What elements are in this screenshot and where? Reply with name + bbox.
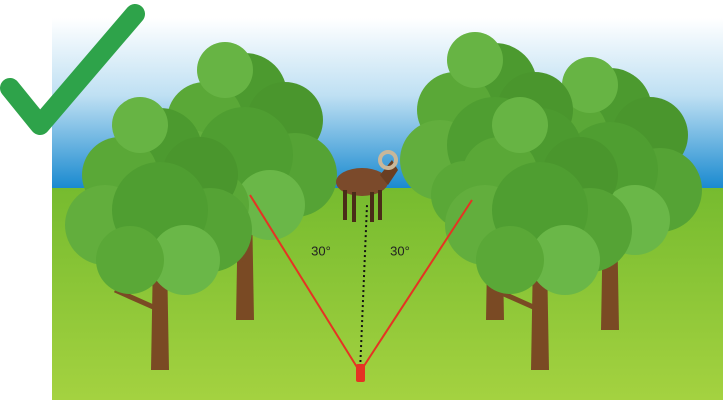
left-safety-line <box>249 194 361 373</box>
angle-label: 30° <box>311 243 331 258</box>
right-safety-line <box>359 199 473 373</box>
checkmark <box>0 4 145 135</box>
hunter <box>356 364 365 382</box>
angle-label: 30° <box>390 243 410 258</box>
ram <box>336 150 398 222</box>
